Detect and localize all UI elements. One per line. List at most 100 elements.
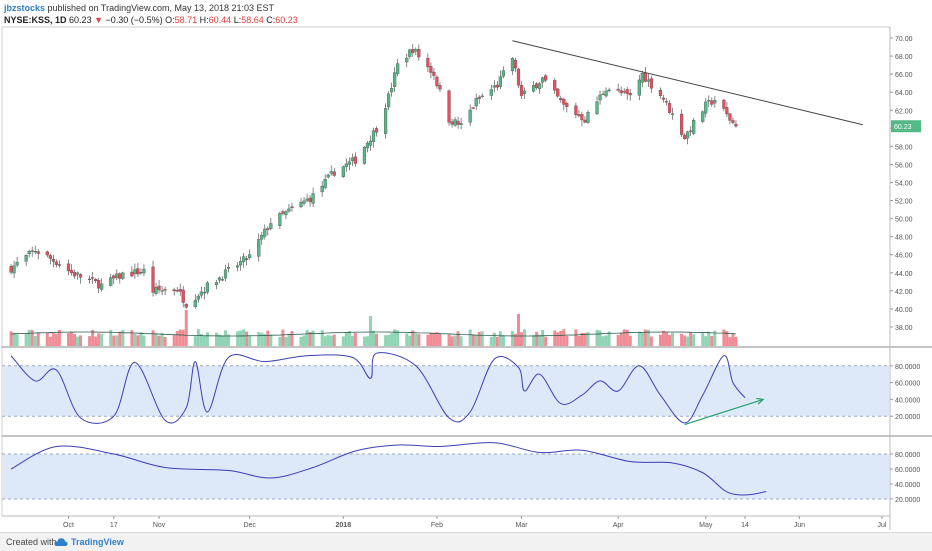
candle-body <box>432 71 436 76</box>
volume-bar <box>664 332 668 346</box>
volume-bar <box>163 336 167 346</box>
candle-body <box>531 84 536 92</box>
candle-body <box>299 201 303 207</box>
candle-body <box>710 100 714 105</box>
volume-bar <box>692 334 696 346</box>
candle-body <box>383 108 388 134</box>
close-label: C: <box>266 15 276 25</box>
symbol-label[interactable]: NYSE:KSS, 1D <box>4 15 67 25</box>
volume-bar <box>76 336 80 346</box>
candle-body <box>516 68 521 86</box>
volume-bar <box>417 334 421 346</box>
candle-body <box>248 254 252 258</box>
candle-body <box>728 113 732 121</box>
candle-body <box>48 255 52 259</box>
volume-bar <box>24 333 28 346</box>
candle-body <box>100 283 104 290</box>
candle-body <box>477 96 481 99</box>
candle-body <box>115 273 119 279</box>
candle-body <box>245 258 249 260</box>
down-arrow-icon: ▼ <box>94 15 104 25</box>
volume-bar <box>680 333 684 346</box>
volume-bar <box>157 335 161 346</box>
volume-bar <box>248 335 252 346</box>
candle-body <box>604 90 608 97</box>
volume-bar <box>408 335 412 346</box>
volume-bar <box>281 329 285 346</box>
candle-body <box>453 119 457 126</box>
volume-bar <box>520 332 524 346</box>
candle-body <box>480 95 484 97</box>
volume-bar <box>362 336 366 346</box>
volume-bar <box>616 334 620 346</box>
volume-bar <box>136 335 140 346</box>
time-tick-label: 17 <box>110 522 118 529</box>
oscillator1-tick-label: 60.0000 <box>895 381 920 388</box>
candle-body <box>290 206 294 209</box>
candle-body <box>601 93 605 96</box>
candle-body <box>498 76 502 87</box>
volume-bar <box>390 333 394 346</box>
candle-body <box>154 287 158 294</box>
candle-body <box>643 72 647 82</box>
candle-body <box>193 299 197 307</box>
low-label: L: <box>233 15 242 25</box>
volume-bar <box>619 332 623 346</box>
candle-body <box>69 269 74 273</box>
volume-bar <box>97 333 101 346</box>
candle-body <box>438 85 442 90</box>
candle-body <box>701 111 705 122</box>
volume-bar <box>332 334 336 346</box>
candle-body <box>269 223 273 230</box>
volume-bar <box>426 334 430 346</box>
candle-body <box>734 123 738 127</box>
candle-body <box>320 185 324 193</box>
volume-bar <box>54 333 58 346</box>
volume-bar <box>88 336 92 346</box>
cloud-icon <box>54 538 68 546</box>
time-tick-label: Dec <box>243 522 256 529</box>
candle-body <box>535 83 539 88</box>
candle-body <box>447 90 451 123</box>
candle-body <box>136 268 140 275</box>
volume-bar <box>72 334 76 346</box>
volume-bar <box>435 332 439 346</box>
candle-body <box>495 84 499 88</box>
time-tick-label: Feb <box>431 522 443 529</box>
candle-body <box>311 193 315 204</box>
volume-bar <box>480 331 484 346</box>
volume-bar <box>453 335 457 346</box>
candle-body <box>456 120 460 125</box>
volume-bar <box>498 331 502 346</box>
tradingview-logo[interactable]: TradingView <box>54 533 124 551</box>
candle-body <box>707 100 711 102</box>
candle-body <box>622 91 626 93</box>
volume-bar <box>142 335 146 346</box>
candle-body <box>66 263 71 272</box>
volume-bar <box>368 316 372 346</box>
candle-body <box>27 251 31 255</box>
candle-body <box>667 102 672 113</box>
volume-bar <box>477 331 481 346</box>
volume-bar <box>320 329 324 346</box>
volume-bar <box>725 331 729 346</box>
volume-bar <box>459 336 463 346</box>
volume-bar <box>130 330 134 346</box>
candle-body <box>368 140 373 146</box>
time-tick-label: Jun <box>794 522 805 529</box>
oscillator2-tick-label: 20.0000 <box>895 497 920 504</box>
volume-bar <box>471 334 475 346</box>
candle-body <box>202 292 206 294</box>
volume-bar <box>580 332 584 346</box>
author-link[interactable]: jbzstocks <box>4 3 46 13</box>
volume-bar <box>242 329 246 346</box>
low-value: 58.64 <box>241 15 264 25</box>
candle-body <box>365 142 370 149</box>
price-tick-label: 44.00 <box>895 271 913 278</box>
volume-bar <box>574 329 578 346</box>
candle-body <box>239 261 243 266</box>
price-chart[interactable]: 38.00 40.00 42.00 44.00 46.00 48.00 50.00 52.00… <box>0 0 932 532</box>
volume-bar <box>384 335 388 346</box>
volume-bar <box>236 331 240 346</box>
volume-bar <box>405 333 409 346</box>
